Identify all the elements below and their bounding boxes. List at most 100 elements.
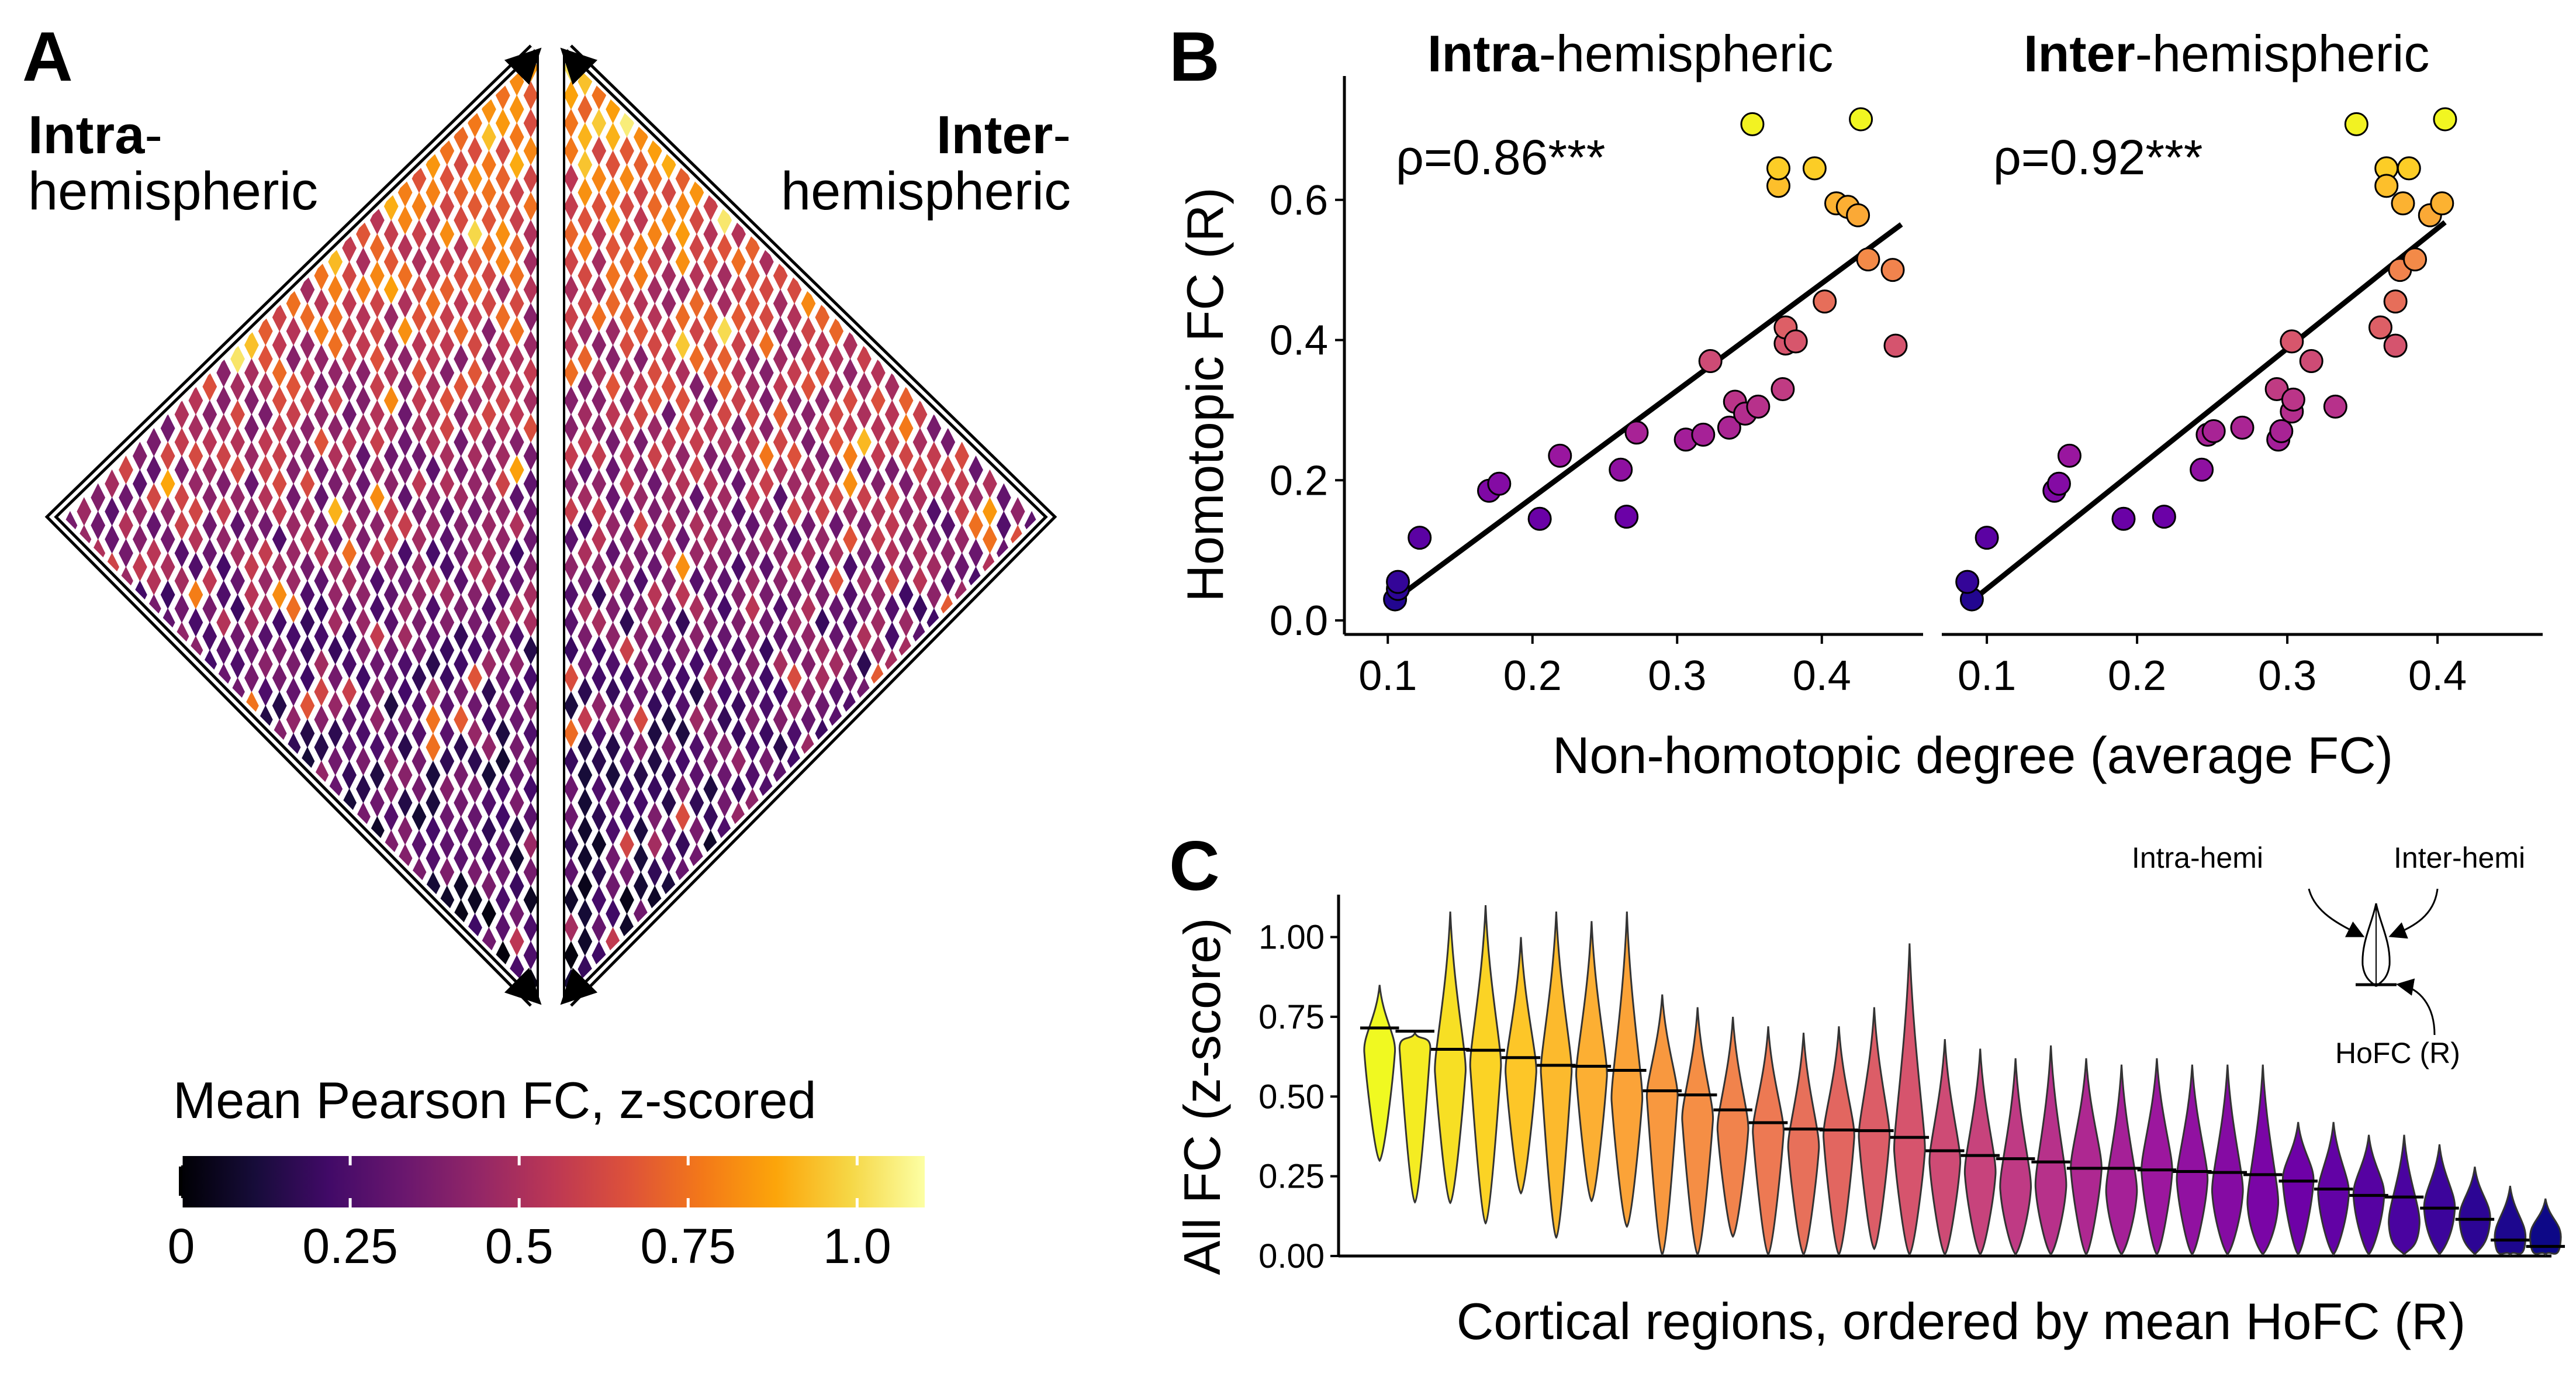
heatmap-cell [454, 760, 469, 790]
heatmap-cell [773, 733, 788, 762]
heatmap-cell [412, 525, 427, 554]
heatmap-cell [426, 483, 441, 512]
x-tick-label: 0.4 [1793, 653, 1851, 699]
colorbar-tick-label: 0.5 [485, 1219, 554, 1274]
heatmap-cell [342, 510, 357, 540]
heatmap-cell [564, 192, 579, 221]
heatmap-cell [606, 510, 620, 540]
heatmap-cell [440, 553, 455, 582]
scatter-point [2391, 191, 2415, 216]
heatmap-cell [578, 844, 593, 873]
heatmap-cell [647, 691, 662, 720]
rho-intra: ρ=0.86*** [1396, 130, 1605, 185]
heatmap-cell [620, 636, 634, 665]
colorbar [181, 1156, 925, 1207]
violin [2281, 1122, 2315, 1256]
heatmap-cell [731, 275, 746, 304]
scatter-point [1609, 457, 1633, 482]
heatmap-cell [564, 580, 579, 609]
heatmap-cell [356, 441, 371, 471]
heatmap-cell [675, 774, 690, 803]
heatmap-cell [188, 413, 203, 443]
heatmap-cell [244, 525, 259, 554]
heatmap-cell [258, 566, 273, 595]
heatmap-cell [564, 81, 579, 110]
heatmap-cell [482, 705, 496, 734]
colorbar-zero-marker [179, 1167, 182, 1196]
heatmap-cell [870, 469, 886, 498]
heatmap-cell [454, 539, 469, 568]
panel-a-left-label-line1: Intra- [28, 105, 162, 165]
heatmap-cell [703, 497, 718, 526]
heatmap-cell [717, 539, 732, 568]
heatmap-cell [272, 413, 287, 443]
heatmap-cell [328, 330, 343, 360]
heatmap-cell [230, 483, 245, 512]
heatmap-cell [356, 413, 371, 443]
heatmap-cell [787, 441, 802, 471]
heatmap-cell [675, 469, 690, 498]
heatmap-cell [369, 427, 385, 457]
heatmap-cell [564, 691, 579, 720]
heatmap-cell [397, 733, 413, 762]
heatmap-cell [188, 386, 203, 415]
heatmap-cell [996, 483, 1011, 512]
heatmap-cell [675, 691, 690, 720]
violin [1752, 1026, 1785, 1256]
heatmap-cell [314, 316, 329, 346]
heatmap-cell [509, 122, 524, 151]
heatmap-cell [383, 719, 399, 748]
heatmap-cell [440, 164, 455, 194]
heatmap-cell [216, 413, 231, 443]
heatmap-cell [412, 497, 427, 526]
heatmap-cell [578, 206, 593, 235]
heatmap-cell [356, 636, 371, 665]
heatmap-cell [647, 386, 662, 415]
heatmap-cell [829, 372, 844, 401]
heatmap-cell [440, 413, 455, 443]
heatmap-cell [578, 650, 593, 679]
heatmap-cell [369, 594, 385, 623]
heatmap-cell [286, 400, 301, 429]
heatmap-cell [426, 289, 441, 318]
scatter-point [2201, 419, 2226, 443]
heatmap-cell [314, 705, 329, 734]
heatmap-cell [244, 553, 259, 582]
heatmap-cell [105, 469, 119, 498]
heatmap-cell [759, 441, 774, 471]
heatmap-cell [829, 650, 844, 679]
heatmap-cell [578, 788, 593, 817]
panel-c-letter: C [1169, 827, 1220, 905]
heatmap-cell [675, 580, 690, 609]
heatmap-cell [412, 691, 427, 720]
heatmap-cell [482, 844, 496, 873]
heatmap-cell [356, 358, 371, 388]
heatmap-cell [675, 553, 690, 582]
heatmap-cell [468, 663, 482, 693]
heatmap-cell [661, 594, 676, 623]
heatmap-cell [717, 344, 732, 374]
heatmap-cell [272, 525, 287, 554]
heatmap-cell [689, 705, 704, 734]
heatmap-cell [843, 663, 857, 693]
heatmap-cell [564, 303, 579, 332]
heatmap-cell [440, 691, 455, 720]
heatmap-cell [815, 330, 830, 360]
heatmap-cell [369, 760, 385, 790]
heatmap-cell [703, 247, 718, 277]
heatmap-cell [843, 469, 857, 498]
heatmap-cell [564, 469, 579, 498]
heatmap-cell [495, 219, 510, 249]
heatmap-cell [468, 219, 482, 249]
heatmap-cell [815, 691, 830, 720]
heatmap-cell [495, 608, 510, 637]
heatmap-cell [564, 719, 579, 748]
heatmap-cell [369, 733, 385, 762]
violin-legend: Intra-hemi Inter-hemi HoFC (R) [2132, 841, 2525, 1069]
heatmap-cell [286, 677, 301, 706]
scatter-point [1548, 443, 1572, 468]
heatmap-cell [509, 316, 524, 346]
scatter-point [1487, 471, 1512, 496]
heatmap-cell [592, 192, 607, 221]
heatmap-cell [633, 650, 648, 679]
